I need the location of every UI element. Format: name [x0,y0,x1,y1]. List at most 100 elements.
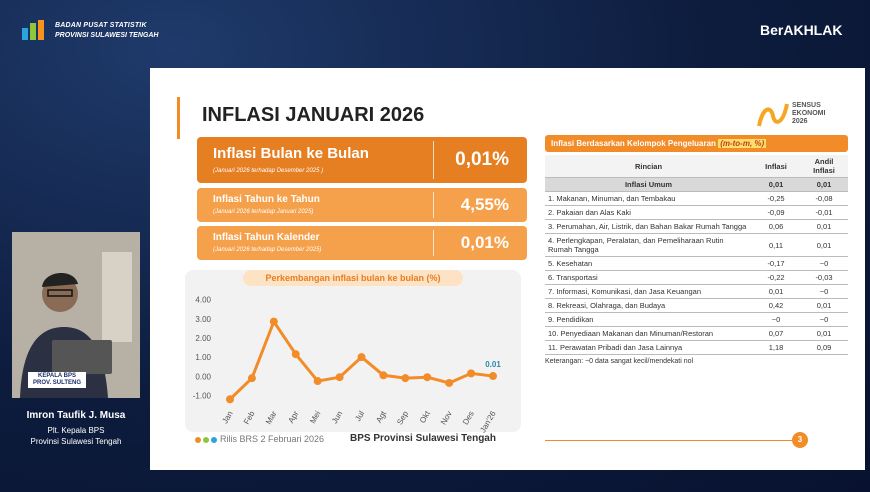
cell: 0,01 [800,298,848,313]
org-name: BADAN PUSAT STATISTIK [55,22,147,29]
marker [445,378,454,387]
cell: 0,06 [752,219,800,234]
x-tick-label: Mei [308,409,322,425]
cell: 0,01 [752,177,800,192]
x-tick-label: Nov [439,410,454,427]
y-tick-label: 4.00 [195,296,211,305]
row-label: 6. Transportasi [545,270,752,285]
x-tick-label: Jun [330,410,344,426]
table-unit: (m-to-m, %) [718,139,767,148]
cell: -0,22 [752,270,800,285]
org-region: PROVINSI SULAWESI TENGAH [55,32,159,39]
row-label: 4. Perlengkapan, Peralatan, dan Pemeliha… [545,233,752,257]
stat-note: (Januari 2026 terhadap Desember 2025 ) [213,168,324,174]
table-row: 4. Perlengkapan, Peralatan, dan Pemeliha… [545,233,848,257]
row-label: 8. Rekreasi, Olahraga, dan Budaya [545,298,752,313]
title-bar [177,97,180,139]
slide-title: INFLASI JANUARI 2026 [202,104,425,126]
speaker-region: Provinsi Sulawesi Tengah [30,437,122,446]
row-label: 2. Pakaian dan Alas Kaki [545,205,752,220]
footer-line [545,440,793,441]
footer-source: BPS Provinsi Sulawesi Tengah [350,433,496,444]
row-label: 5. Kesehatan [545,256,752,271]
x-tick-label: Okt [418,409,432,425]
x-tick-label: Des [461,410,476,427]
y-tick-label: 2.00 [195,334,211,343]
row-label: 3. Perumahan, Air, Listrik, dan Bahan Ba… [545,219,752,234]
divider [433,192,434,218]
bps-logo [22,20,44,40]
cell: ~0 [800,312,848,327]
cell: 0,01 [800,177,848,192]
table-row: 3. Perumahan, Air, Listrik, dan Bahan Ba… [545,219,848,234]
footer-dots [195,437,217,443]
speaker-name: Imron Taufik J. Musa [26,410,126,421]
x-tick-label: Sep [395,409,410,426]
table-row: 9. Pendidikan ~0 ~0 [545,312,848,327]
cell: 0,01 [752,284,800,299]
chart-panel [185,270,521,432]
table-row: 7. Informasi, Komunikasi, dan Jasa Keuan… [545,284,848,299]
table-row: 10. Penyediaan Makanan dan Minuman/Resto… [545,326,848,341]
y-tick-label: 1.00 [195,353,211,362]
stat-box: Inflasi Bulan ke Bulan (Januari 2026 ter… [197,137,527,183]
table-title: Inflasi Berdasarkan Kelompok Pengeluaran… [545,135,848,152]
row-label: Inflasi Umum [545,177,752,192]
row-label: 7. Informasi, Komunikasi, dan Jasa Keuan… [545,284,752,299]
cell: 0,09 [800,340,848,355]
cell: ~0 [752,312,800,327]
speaker-video [12,232,140,398]
cell: 0,11 [752,233,800,257]
sensus-logo: SENSUS EKONOMI 2026 [792,102,826,125]
table-row: 8. Rekreasi, Olahraga, dan Budaya 0,42 0,0… [545,298,848,313]
y-tick-label: 0.00 [195,372,211,381]
chart-title: Perkembangan inflasi bulan ke bulan (%) [265,273,440,283]
cell: 0,07 [752,326,800,341]
cell: -0,08 [800,191,848,206]
cell: -0,09 [752,205,800,220]
x-tick-label: Jan'26 [478,409,498,434]
stat-label: Inflasi Tahun Kalender [213,232,320,243]
table-row: 11. Perawatan Pribadi dan Jasa Lainnya 1,… [545,340,848,355]
marker [247,374,256,383]
marker [401,374,410,383]
cell: 0,01 [800,326,848,341]
divider [433,230,434,256]
marker [226,395,234,404]
cell: 1,18 [752,340,800,355]
speaker-figure [12,232,140,398]
marker [423,373,432,382]
data-label: 0.01 [485,360,501,369]
marker [467,369,476,378]
y-tick-label: -1.00 [193,391,212,400]
stat-box: Inflasi Tahun ke Tahun (Januari 2026 ter… [197,188,527,222]
cell: -0,01 [800,205,848,220]
footer-release: Rilis BRS 2 Februari 2026 [220,434,325,444]
divider [433,141,434,179]
speaker-role: Plt. Kepala BPS [47,426,105,435]
marker [313,377,322,386]
cell: -0,17 [752,256,800,271]
cell: -0,25 [752,191,800,206]
cell: 0,01 [800,219,848,234]
stat-value: 0,01% [460,233,509,252]
x-tick-label: Mar [264,409,279,426]
table-note: Keterangan: ~0 data sangat kecil/mendeka… [545,358,694,365]
stat-label: Inflasi Tahun ke Tahun [213,194,320,205]
marker [291,350,300,359]
table-panel: Inflasi Berdasarkan Kelompok Pengeluaran… [545,135,848,365]
x-tick-label: Jan [220,410,234,426]
x-tick-label: Feb [242,409,257,426]
chart-title-pill [243,270,463,286]
speaker-sign: KEPALA BPS PROV. SULTENG [28,372,86,388]
cell: ~0 [800,256,848,271]
x-tick-label: Agt [374,409,388,425]
table-row: Inflasi Umum 0,01 0,01 [545,177,848,192]
table-row: 1. Makanan, Minuman, dan Tembakau -0,25 -0… [545,191,848,206]
marker [489,372,497,381]
table-header: Rincian Inflasi Andil Inflasi [545,155,848,178]
column-header: Rincian [545,155,752,178]
page-number: 3 [792,432,808,448]
row-label: 10. Penyediaan Makanan dan Minuman/Resto… [545,326,752,341]
